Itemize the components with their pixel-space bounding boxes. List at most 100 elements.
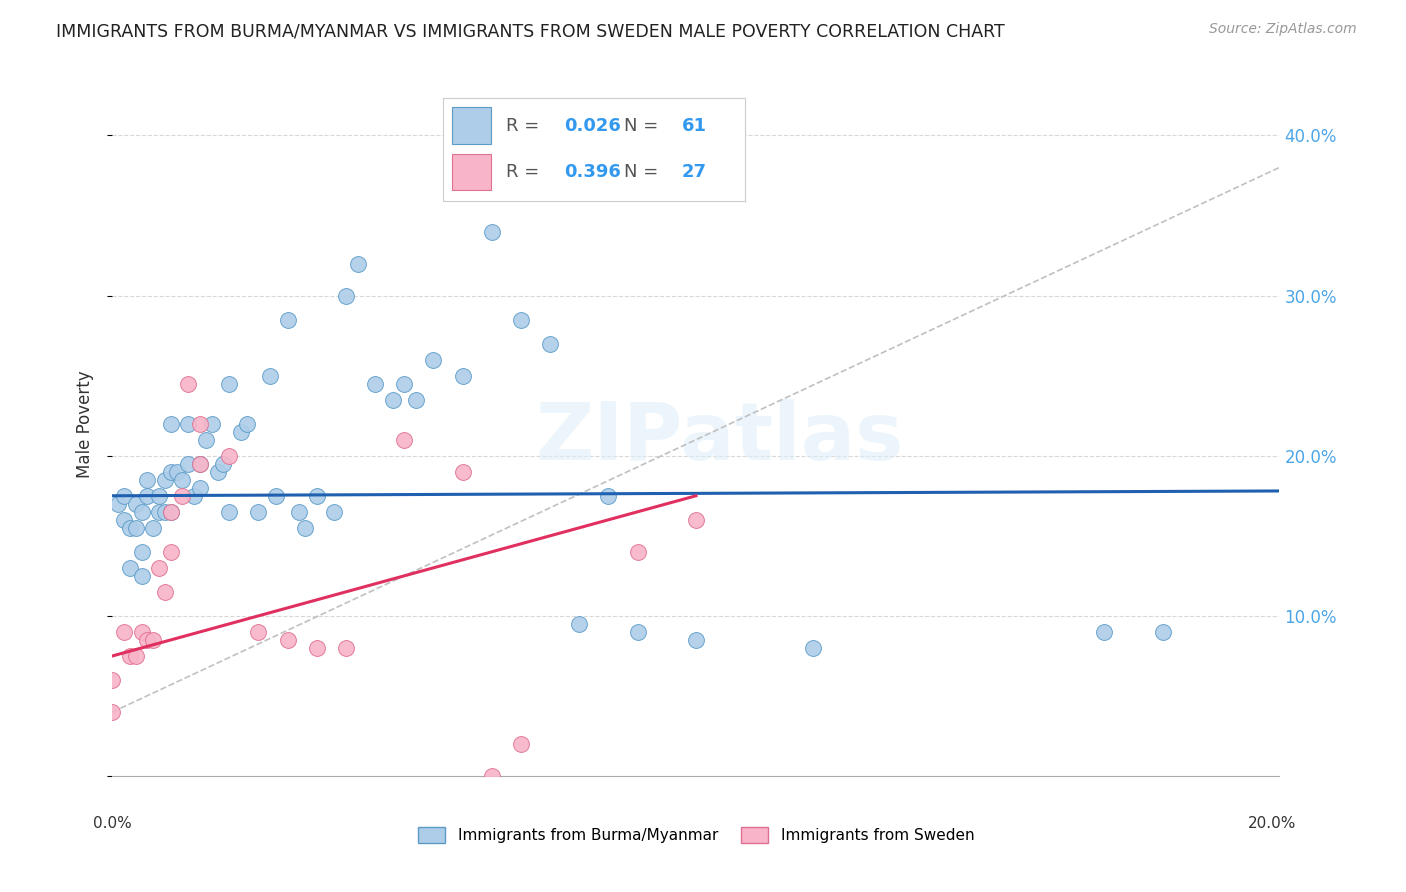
Point [194, 433, 217, 447]
Point [101, 673, 124, 687]
Point [305, 489, 328, 503]
Point [136, 632, 159, 647]
Point [142, 632, 165, 647]
Point [218, 505, 240, 519]
Point [259, 368, 281, 383]
Point [172, 473, 194, 487]
Point [276, 632, 298, 647]
Point [201, 417, 224, 431]
Point [247, 505, 270, 519]
Point [160, 417, 183, 431]
Y-axis label: Male Poverty: Male Poverty [76, 370, 94, 477]
Point [112, 624, 135, 639]
Point [188, 417, 211, 431]
Point [112, 489, 135, 503]
Point [481, 769, 503, 783]
Point [381, 392, 404, 407]
Point [212, 457, 235, 471]
Point [509, 737, 531, 751]
Point [598, 489, 620, 503]
Point [153, 585, 176, 599]
Point [118, 648, 141, 663]
Text: 20.0%: 20.0% [1249, 816, 1296, 831]
Point [142, 521, 165, 535]
Point [183, 489, 205, 503]
Point [218, 449, 240, 463]
Bar [451, 107, 491, 145]
Text: R =: R = [506, 117, 546, 135]
Text: IMMIGRANTS FROM BURMA/MYANMAR VS IMMIGRANTS FROM SWEDEN MALE POVERTY CORRELATION: IMMIGRANTS FROM BURMA/MYANMAR VS IMMIGRA… [56, 22, 1005, 40]
Point [235, 417, 257, 431]
Bar [451, 153, 491, 190]
Text: Source: ZipAtlas.com: Source: ZipAtlas.com [1209, 22, 1357, 37]
Point [153, 473, 176, 487]
Text: N =: N = [624, 163, 664, 181]
Point [1094, 624, 1116, 639]
Point [153, 505, 176, 519]
Point [294, 521, 316, 535]
Point [568, 616, 591, 631]
Point [335, 640, 357, 655]
Point [188, 457, 211, 471]
Text: 0.396: 0.396 [564, 163, 620, 181]
Point [685, 513, 707, 527]
Point [160, 545, 183, 559]
Point [112, 513, 135, 527]
Point [394, 433, 416, 447]
Point [335, 288, 357, 302]
Point [364, 376, 387, 391]
Point [177, 376, 200, 391]
Point [125, 521, 148, 535]
Point [538, 336, 561, 351]
Point [188, 481, 211, 495]
Point [346, 256, 368, 270]
Point [125, 648, 148, 663]
Point [188, 457, 211, 471]
Point [131, 624, 153, 639]
Point [288, 505, 311, 519]
Point [218, 376, 240, 391]
Point [148, 505, 170, 519]
Point [422, 352, 444, 367]
Point [160, 505, 183, 519]
Point [305, 640, 328, 655]
Point [160, 505, 183, 519]
Text: 27: 27 [682, 163, 707, 181]
Point [451, 368, 474, 383]
Point [101, 705, 124, 719]
Point [172, 489, 194, 503]
Point [177, 457, 200, 471]
Text: ZIPatlas: ZIPatlas [536, 399, 904, 477]
Point [131, 569, 153, 583]
Point [481, 225, 503, 239]
Text: 61: 61 [682, 117, 707, 135]
Point [125, 497, 148, 511]
Point [131, 545, 153, 559]
Point [229, 425, 252, 439]
Point [276, 312, 298, 326]
Point [160, 465, 183, 479]
Text: N =: N = [624, 117, 664, 135]
Point [177, 417, 200, 431]
Point [118, 521, 141, 535]
Text: 0.026: 0.026 [564, 117, 620, 135]
Point [1152, 624, 1174, 639]
Point [136, 489, 159, 503]
Legend: Immigrants from Burma/Myanmar, Immigrants from Sweden: Immigrants from Burma/Myanmar, Immigrant… [412, 822, 980, 849]
Text: R =: R = [506, 163, 546, 181]
Point [166, 465, 188, 479]
Point [627, 545, 650, 559]
Point [148, 489, 170, 503]
Point [107, 497, 129, 511]
Point [323, 505, 346, 519]
Point [148, 561, 170, 575]
Point [451, 465, 474, 479]
Point [118, 561, 141, 575]
Point [801, 640, 824, 655]
Point [131, 505, 153, 519]
Point [207, 465, 229, 479]
Point [264, 489, 287, 503]
Point [247, 624, 270, 639]
Point [136, 473, 159, 487]
Point [509, 312, 531, 326]
